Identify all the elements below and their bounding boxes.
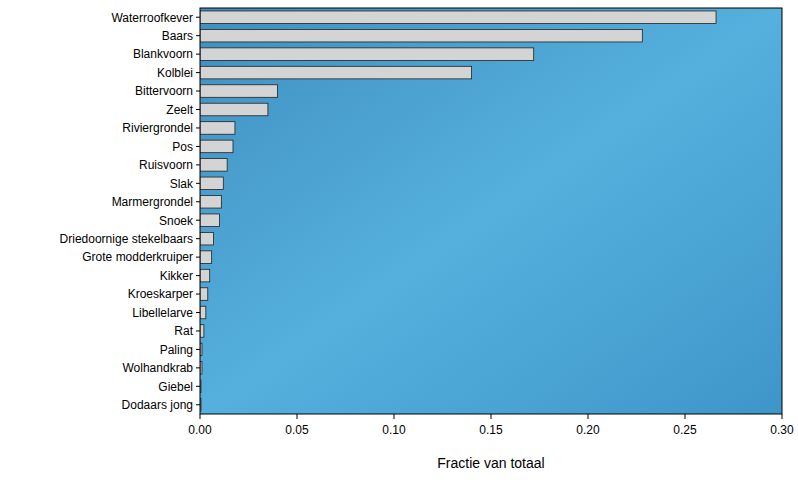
bar [200,103,268,116]
category-label: Dodaars jong [122,398,193,412]
category-label: Ruisvoorn [139,158,193,172]
bar [200,195,221,208]
y-tick [196,349,200,350]
y-tick [196,404,200,405]
bar [200,159,227,172]
y-tick [196,330,200,331]
y-tick [196,220,200,221]
category-label: Pos [172,140,193,154]
y-tick [196,54,200,55]
x-tick [782,414,783,419]
x-tick-label: 0.10 [382,423,406,437]
category-label: Driedoornige stekelbaars [60,232,193,246]
y-tick [196,275,200,276]
x-tick [394,414,395,419]
y-tick [196,72,200,73]
bar [200,288,208,301]
y-tick [196,91,200,92]
x-tick-label: 0.00 [188,423,212,437]
y-tick [196,35,200,36]
category-label: Waterroofkever [111,11,193,25]
category-label: Slak [170,177,194,191]
y-tick [196,312,200,313]
category-label: Kolblei [157,66,193,80]
x-tick [200,414,201,419]
bar [200,325,204,338]
category-label: Wolhandkrab [123,361,194,375]
bar [200,122,235,135]
category-label: Kroeskarper [128,287,193,301]
bar [200,140,233,153]
category-label: Baars [162,29,193,43]
x-axis-title: Fractie van totaal [437,455,544,471]
bar [200,177,223,190]
y-tick [196,183,200,184]
y-tick [196,257,200,258]
bar [200,66,472,79]
category-label: Marmergrondel [112,195,193,209]
category-label: Kikker [160,269,193,283]
category-label: Rat [174,324,193,338]
bar [200,214,219,227]
category-label: Grote modderkruiper [82,250,193,264]
y-tick [196,367,200,368]
bar [200,29,642,42]
x-tick-label: 0.05 [285,423,309,437]
x-tick-label: 0.15 [479,423,503,437]
category-label: Riviergrondel [122,121,193,135]
bar [200,11,716,24]
plot-background [200,8,782,414]
bar [200,269,210,282]
y-tick [196,164,200,165]
x-tick-label: 0.25 [673,423,697,437]
category-label: Bittervoorn [135,84,193,98]
category-label: Paling [160,343,193,357]
y-tick [196,201,200,202]
x-tick [297,414,298,419]
bar [200,48,534,61]
chart: Waterroofkever Baars Blankvoorn Kolblei Bitt… [0,0,798,484]
category-label: Blankvoorn [133,47,193,61]
y-tick [196,109,200,110]
y-tick [196,17,200,18]
x-tick-label: 0.20 [576,423,600,437]
category-label: Libellelarve [132,306,193,320]
plot-frame [200,8,782,414]
x-tick [685,414,686,419]
category-label: Snoek [159,214,194,228]
bar [200,306,206,319]
category-label: Giebel [158,380,193,394]
x-tick [491,414,492,419]
x-tick [588,414,589,419]
y-tick [196,127,200,128]
bar [200,232,214,245]
bar [200,85,278,98]
y-tick [196,386,200,387]
x-tick-label: 0.30 [770,423,794,437]
y-tick [196,238,200,239]
category-label: Zeelt [166,103,193,117]
y-tick [196,146,200,147]
bars [200,11,716,411]
y-tick [196,294,200,295]
bar [200,251,212,264]
